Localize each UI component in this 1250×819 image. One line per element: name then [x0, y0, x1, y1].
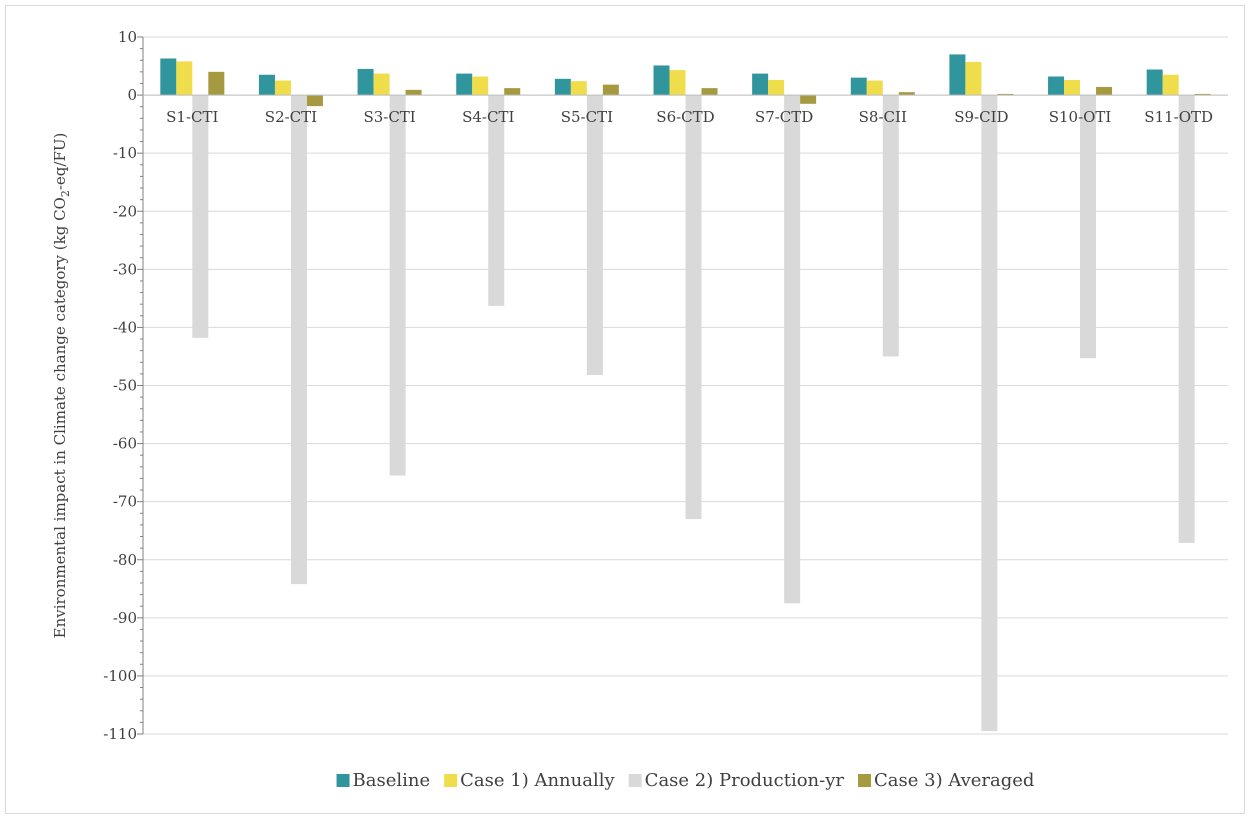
y-tick-label: -90 — [113, 609, 137, 627]
bar — [258, 74, 275, 96]
x-tick-label: S1-CTI — [166, 108, 218, 126]
bar — [653, 65, 670, 96]
y-tick-label: -20 — [113, 202, 137, 220]
y-tick-label: -80 — [113, 551, 137, 569]
bar — [554, 78, 571, 96]
legend-swatch — [336, 774, 350, 787]
x-tick-label: S11-OTD — [1144, 108, 1213, 126]
legend-label: Case 3) Averaged — [874, 770, 1034, 791]
bar — [472, 76, 489, 96]
chart-frame — [5, 5, 1245, 814]
y-tick-label: 10 — [118, 28, 137, 46]
x-tick-label: S6-CTD — [656, 108, 714, 126]
y-tick-label: -30 — [113, 260, 137, 278]
y-axis-label-prefix: Environmental impact in Climate change c… — [51, 197, 69, 638]
legend-swatch — [628, 774, 642, 787]
bar — [701, 88, 718, 96]
bar — [669, 70, 686, 96]
legend-label: Case 2) Production-yr — [645, 770, 845, 791]
x-tick-label: S5-CTI — [561, 108, 613, 126]
bar — [357, 68, 374, 96]
bar — [570, 81, 587, 96]
x-tick-label: S10-OTI — [1049, 108, 1112, 126]
bar — [866, 80, 883, 96]
y-axis-label-subscript: 2 — [59, 190, 72, 197]
bar — [882, 95, 899, 357]
axes — [137, 36, 1228, 735]
bar — [898, 92, 915, 96]
bar — [176, 61, 193, 96]
y-axis-label: Environmental impact in Climate change c… — [51, 133, 72, 639]
bar — [1048, 76, 1065, 96]
y-tick-label: -40 — [113, 318, 137, 336]
bar — [850, 77, 867, 96]
y-tick-label: -70 — [113, 493, 137, 511]
bar — [274, 80, 291, 96]
x-tick-label: S8-CII — [859, 108, 907, 126]
tick-labels: 10 0 -10 -20 -30 -40 -50 -60 -70 -80 -90 -100 -110 S1… — [103, 28, 1213, 743]
bar — [208, 71, 225, 96]
legend-item: Case 1) Annually — [444, 770, 615, 791]
bar — [160, 58, 177, 96]
y-tick-label: -10 — [113, 144, 137, 162]
bar — [752, 73, 769, 96]
y-tick-label: -60 — [113, 435, 137, 453]
bar — [1162, 74, 1179, 96]
y-tick-label: -50 — [113, 377, 137, 395]
bar — [685, 95, 702, 520]
legend-item: Baseline — [336, 770, 431, 791]
y-axis-label-suffix: -eq/FU) — [51, 133, 69, 191]
legend-label: Case 1) Annually — [460, 770, 615, 791]
x-tick-label: S9-CID — [954, 108, 1008, 126]
bar — [389, 95, 406, 476]
bar — [965, 61, 982, 96]
legend-swatch — [444, 774, 458, 787]
bar — [1146, 69, 1163, 96]
y-tick-label: -110 — [103, 725, 137, 743]
bar — [1096, 86, 1113, 96]
y-tick-label: 0 — [127, 86, 137, 104]
bar — [405, 89, 422, 96]
bar — [800, 95, 817, 104]
x-tick-label: S7-CTD — [755, 108, 813, 126]
bar — [192, 95, 209, 338]
bar — [1178, 95, 1195, 543]
bar — [949, 54, 966, 96]
bar — [1080, 95, 1097, 359]
bar — [784, 95, 801, 604]
y-tick-label: -100 — [103, 667, 137, 685]
bars — [160, 54, 1211, 732]
x-tick-label: S4-CTI — [462, 108, 514, 126]
legend: Baseline Case 1) Annually Case 2) Producti… — [336, 770, 1034, 791]
bar — [373, 73, 390, 96]
legend-label: Baseline — [353, 770, 431, 791]
bar — [456, 73, 473, 96]
bar — [981, 95, 998, 732]
bar — [1064, 79, 1081, 96]
legend-item: Case 3) Averaged — [858, 770, 1034, 791]
bar — [997, 93, 1014, 96]
bar — [504, 88, 521, 96]
bar — [586, 95, 603, 376]
bar — [602, 84, 619, 96]
legend-item: Case 2) Production-yr — [628, 770, 845, 791]
legend-swatch — [858, 774, 872, 787]
x-tick-label: S2-CTI — [265, 108, 317, 126]
bar — [488, 95, 505, 306]
bar — [768, 79, 785, 96]
x-tick-label: S3-CTI — [363, 108, 415, 126]
bar — [1194, 93, 1211, 96]
bar — [290, 95, 307, 585]
bar — [306, 95, 323, 107]
